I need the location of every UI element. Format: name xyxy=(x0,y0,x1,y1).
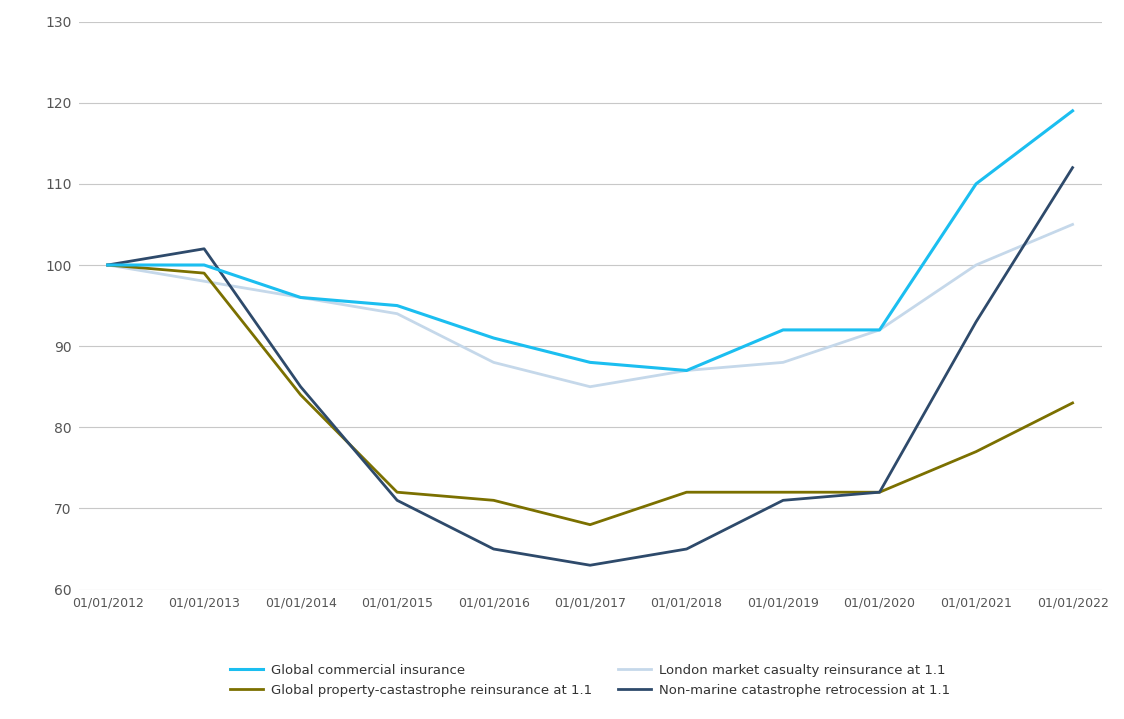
Global property-castastrophe reinsurance at 1.1 xyxy=(1066,398,1079,407)
Global property-castastrophe reinsurance at 1.1 xyxy=(680,488,694,497)
Non-marine catastrophe retrocession at 1.1 xyxy=(873,488,887,497)
Non-marine catastrophe retrocession at 1.1 xyxy=(680,545,694,554)
Legend: Global commercial insurance, Global property-castastrophe reinsurance at 1.1, Lo: Global commercial insurance, Global prop… xyxy=(225,659,955,702)
London market casualty reinsurance at 1.1 xyxy=(1066,220,1079,229)
London market casualty reinsurance at 1.1 xyxy=(969,261,982,270)
London market casualty reinsurance at 1.1 xyxy=(101,261,115,270)
Global property-castastrophe reinsurance at 1.1 xyxy=(101,261,115,270)
Global commercial insurance xyxy=(390,301,404,310)
Global commercial insurance xyxy=(1066,106,1079,115)
Global commercial insurance xyxy=(487,334,500,342)
Global commercial insurance xyxy=(198,261,211,270)
Global property-castastrophe reinsurance at 1.1 xyxy=(293,390,307,399)
Non-marine catastrophe retrocession at 1.1 xyxy=(583,561,597,569)
London market casualty reinsurance at 1.1 xyxy=(293,293,307,302)
Non-marine catastrophe retrocession at 1.1 xyxy=(1066,163,1079,172)
Global commercial insurance xyxy=(680,366,694,375)
London market casualty reinsurance at 1.1 xyxy=(680,366,694,375)
Global property-castastrophe reinsurance at 1.1 xyxy=(583,521,597,529)
Global commercial insurance xyxy=(293,293,307,302)
London market casualty reinsurance at 1.1 xyxy=(777,358,790,367)
Global commercial insurance xyxy=(101,261,115,270)
Global property-castastrophe reinsurance at 1.1 xyxy=(969,447,982,456)
Non-marine catastrophe retrocession at 1.1 xyxy=(198,244,211,253)
Global property-castastrophe reinsurance at 1.1 xyxy=(198,269,211,278)
London market casualty reinsurance at 1.1 xyxy=(198,277,211,285)
Non-marine catastrophe retrocession at 1.1 xyxy=(101,261,115,270)
Line: Global property-castastrophe reinsurance at 1.1: Global property-castastrophe reinsurance… xyxy=(108,265,1072,525)
Global property-castastrophe reinsurance at 1.1 xyxy=(873,488,887,497)
Global property-castastrophe reinsurance at 1.1 xyxy=(777,488,790,497)
Non-marine catastrophe retrocession at 1.1 xyxy=(969,318,982,326)
London market casualty reinsurance at 1.1 xyxy=(583,383,597,391)
Global commercial insurance xyxy=(777,326,790,334)
Global property-castastrophe reinsurance at 1.1 xyxy=(390,488,404,497)
Non-marine catastrophe retrocession at 1.1 xyxy=(777,496,790,505)
Global commercial insurance xyxy=(873,326,887,334)
Non-marine catastrophe retrocession at 1.1 xyxy=(487,545,500,554)
Global commercial insurance xyxy=(583,358,597,367)
Global property-castastrophe reinsurance at 1.1 xyxy=(487,496,500,505)
Line: Global commercial insurance: Global commercial insurance xyxy=(108,111,1072,370)
Non-marine catastrophe retrocession at 1.1 xyxy=(293,383,307,391)
Non-marine catastrophe retrocession at 1.1 xyxy=(390,496,404,505)
London market casualty reinsurance at 1.1 xyxy=(487,358,500,367)
Global commercial insurance xyxy=(969,180,982,188)
London market casualty reinsurance at 1.1 xyxy=(873,326,887,334)
Line: Non-marine catastrophe retrocession at 1.1: Non-marine catastrophe retrocession at 1… xyxy=(108,168,1072,565)
London market casualty reinsurance at 1.1 xyxy=(390,309,404,318)
Line: London market casualty reinsurance at 1.1: London market casualty reinsurance at 1.… xyxy=(108,224,1072,387)
